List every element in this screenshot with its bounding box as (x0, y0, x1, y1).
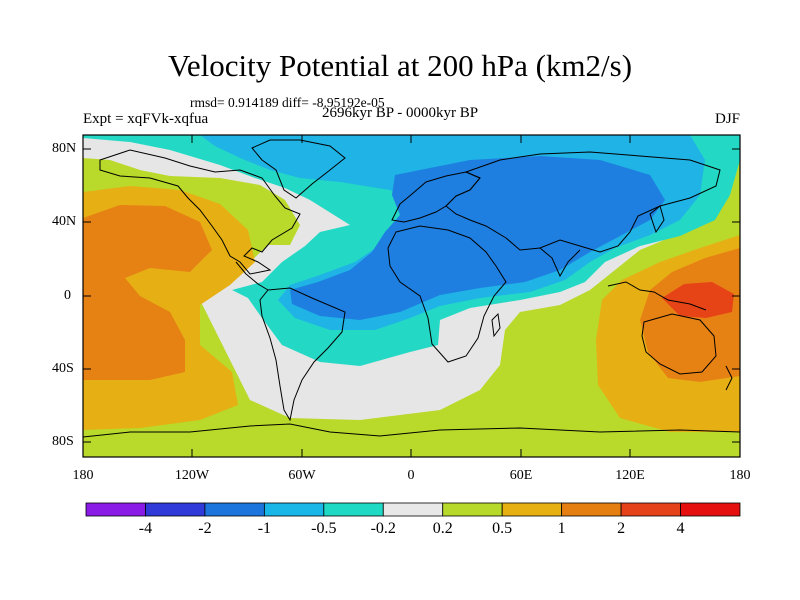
x-tick-label: 60W (288, 468, 316, 483)
colorbar (85, 502, 741, 517)
x-tick-label: 0 (407, 468, 415, 483)
y-tick-label: 0 (64, 288, 71, 303)
colorbar-label: -4 (138, 520, 153, 537)
colorbar-swatch (263, 502, 325, 517)
colorbar-label: 0.5 (492, 520, 513, 537)
period-label: 2696kyr BP - 0000kyr BP (322, 105, 479, 121)
coastlines (83, 139, 740, 438)
season-label: DJF (714, 111, 740, 127)
axis-ticks (83, 135, 740, 457)
contour-fill-neg1 (290, 156, 665, 320)
stats-line: rmsd= 0.914189 diff= -8.95192e-05 (190, 95, 385, 110)
colorbar-swatch (680, 502, 741, 517)
x-tick-label: 180 (72, 468, 94, 483)
x-tick-label: 180 (729, 468, 751, 483)
x-tick-label: 120W (174, 468, 210, 483)
colorbar-label: 4 (676, 520, 685, 537)
colorbar-swatch (323, 502, 384, 517)
colorbar-swatch (501, 502, 563, 517)
colorbar-label: -0.5 (311, 520, 337, 537)
y-tick-label: 80S (52, 434, 74, 449)
y-tick-label: 40N (52, 214, 77, 229)
colorbar-label: 1 (557, 520, 566, 537)
colorbar-label: 2 (617, 520, 626, 537)
experiment-label: Expt = xqFVk-xqfua (83, 111, 209, 127)
x-tick-label: 120E (615, 468, 645, 483)
x-tick-label: 60E (509, 468, 533, 483)
contour-fill-pos1-west (83, 205, 212, 380)
plot-title: Velocity Potential at 200 hPa (km2/s) (167, 48, 633, 83)
contour-fields (83, 135, 740, 457)
y-tick-label: 80N (52, 141, 77, 156)
colorbar-swatch (85, 502, 146, 517)
colorbar-swatch (382, 502, 444, 517)
colorbar-label: -0.2 (370, 520, 396, 537)
colorbar-label: -1 (257, 520, 272, 537)
colorbar-label: -2 (198, 520, 212, 537)
y-tick-label: 40S (52, 361, 74, 376)
colorbar-swatch (620, 502, 681, 517)
colorbar-label: 0.2 (432, 520, 453, 537)
colorbar-swatch (561, 502, 622, 517)
colorbar-swatch (204, 502, 265, 517)
colorbar-swatch (442, 502, 503, 517)
colorbar-swatch (145, 502, 206, 517)
contour-fill-pos2-east (662, 282, 734, 318)
